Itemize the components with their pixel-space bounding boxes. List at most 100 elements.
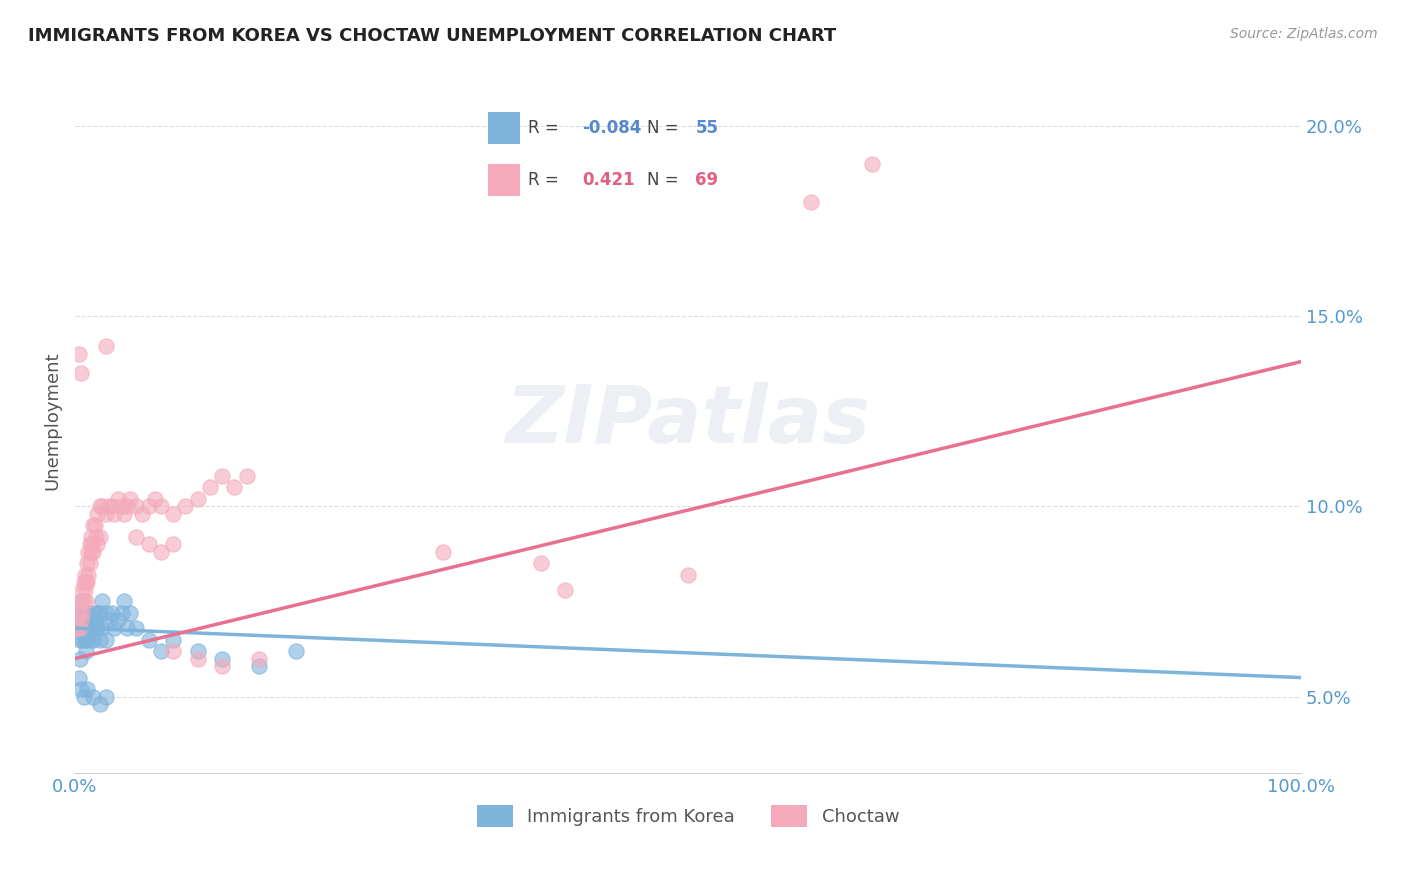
Point [211, 651, 233, 665]
Point [110, 500, 132, 514]
Point [162, 644, 184, 658]
Point [98, 614, 121, 628]
Point [67, 671, 90, 685]
Point [80, 545, 103, 559]
Point [162, 507, 184, 521]
Point [77, 545, 100, 559]
Point [860, 157, 883, 171]
Point [187, 644, 209, 658]
Point [73, 614, 96, 628]
Point [91, 594, 114, 608]
Point [89, 632, 111, 647]
Point [70, 594, 93, 608]
Point [149, 500, 172, 514]
Point [89, 530, 111, 544]
Point [110, 606, 132, 620]
Point [94, 632, 117, 647]
Point [138, 632, 160, 647]
Point [76, 606, 98, 620]
Point [284, 644, 307, 658]
Point [187, 491, 209, 506]
Point [103, 621, 125, 635]
Point [94, 507, 117, 521]
Point [162, 632, 184, 647]
Point [530, 557, 553, 571]
Point [162, 537, 184, 551]
Point [69, 621, 91, 635]
Point [89, 697, 111, 711]
Point [86, 507, 108, 521]
Point [103, 507, 125, 521]
Point [67, 606, 90, 620]
Point [91, 500, 114, 514]
Point [676, 567, 699, 582]
Point [91, 621, 114, 635]
Point [211, 468, 233, 483]
Point [75, 644, 97, 658]
Point [224, 480, 246, 494]
Point [69, 632, 91, 647]
Point [198, 480, 221, 494]
Point [82, 545, 104, 559]
Point [86, 621, 108, 635]
Point [72, 621, 94, 635]
Point [72, 575, 94, 590]
Point [82, 606, 104, 620]
Point [86, 537, 108, 551]
Point [75, 594, 97, 608]
Point [69, 651, 91, 665]
Point [125, 530, 148, 544]
Point [82, 621, 104, 635]
Point [149, 545, 172, 559]
Point [82, 632, 104, 647]
Point [138, 500, 160, 514]
Point [115, 500, 138, 514]
Point [79, 537, 101, 551]
Point [77, 567, 100, 582]
Point [247, 659, 270, 673]
Text: IMMIGRANTS FROM KOREA VS CHOCTAW UNEMPLOYMENT CORRELATION CHART: IMMIGRANTS FROM KOREA VS CHOCTAW UNEMPLO… [28, 27, 837, 45]
Legend: Immigrants from Korea, Choctaw: Immigrants from Korea, Choctaw [470, 797, 907, 834]
Point [554, 582, 576, 597]
Point [76, 632, 98, 647]
Point [98, 500, 121, 514]
Point [149, 644, 172, 658]
Point [72, 632, 94, 647]
Point [67, 606, 90, 620]
Text: ZIPatlas: ZIPatlas [506, 382, 870, 459]
Point [76, 575, 98, 590]
Point [86, 606, 108, 620]
Point [107, 491, 129, 506]
Point [66, 621, 89, 635]
Point [115, 621, 138, 635]
Point [76, 557, 98, 571]
Point [138, 537, 160, 551]
Point [82, 518, 104, 533]
Point [80, 632, 103, 647]
Point [70, 681, 93, 696]
Point [77, 621, 100, 635]
Point [235, 468, 257, 483]
Point [72, 606, 94, 620]
Point [125, 621, 148, 635]
Y-axis label: Unemployment: Unemployment [44, 351, 60, 490]
Point [72, 614, 94, 628]
Point [82, 690, 104, 704]
Point [187, 651, 209, 665]
Point [800, 194, 823, 209]
Point [211, 659, 233, 673]
Point [125, 500, 148, 514]
Point [432, 545, 454, 559]
Point [75, 621, 97, 635]
Point [72, 582, 94, 597]
Point [82, 537, 104, 551]
Point [79, 557, 101, 571]
Point [94, 606, 117, 620]
Point [79, 614, 101, 628]
Point [89, 606, 111, 620]
Point [94, 339, 117, 353]
Point [67, 347, 90, 361]
Point [84, 530, 107, 544]
Point [80, 530, 103, 544]
Point [70, 366, 93, 380]
